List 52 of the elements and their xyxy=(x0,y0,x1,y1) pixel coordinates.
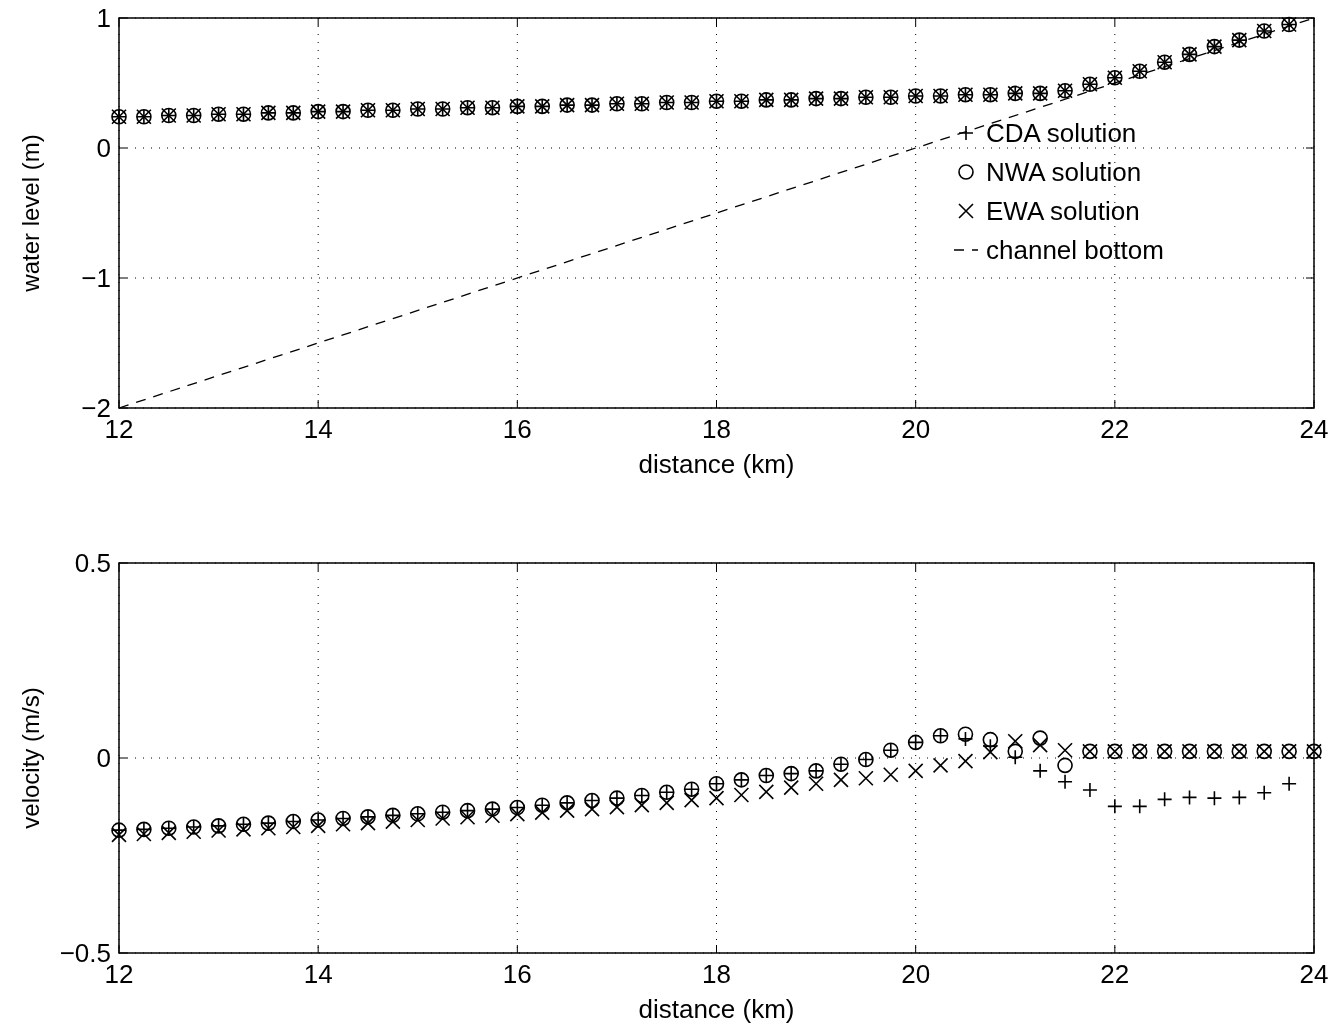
y-tick-label: 0 xyxy=(96,133,111,163)
point xyxy=(808,775,824,792)
x-tick-label: 14 xyxy=(303,414,333,444)
point xyxy=(1181,789,1198,806)
point xyxy=(185,823,202,840)
point xyxy=(783,779,799,796)
y-axis-title: water level (m) xyxy=(17,134,44,293)
point xyxy=(932,757,949,774)
x-tick-label: 22 xyxy=(1100,959,1130,989)
x-tick-label: 18 xyxy=(702,414,731,444)
point xyxy=(1206,790,1223,806)
y-tick-label: 0 xyxy=(96,743,111,773)
legend-label: NWA solution xyxy=(986,157,1142,187)
x-tick-label: 24 xyxy=(1299,959,1329,989)
point xyxy=(1231,789,1248,806)
point xyxy=(1057,742,1073,758)
legend-label: CDA solution xyxy=(986,118,1137,148)
point xyxy=(1131,798,1148,815)
x-axis-title: distance (km) xyxy=(638,994,795,1024)
x-tick-label: 14 xyxy=(303,959,333,989)
x-axis-title: distance (km) xyxy=(638,449,795,479)
x-tick-label: 22 xyxy=(1100,414,1130,444)
x-tick-label: 18 xyxy=(702,959,731,989)
point xyxy=(1107,798,1123,815)
point xyxy=(1007,743,1024,760)
point xyxy=(882,766,899,783)
x-tick-label: 20 xyxy=(901,959,931,989)
y-axis-title: velocity (m/s) xyxy=(17,687,44,829)
point xyxy=(1057,757,1073,774)
point xyxy=(957,753,974,769)
x-tick-label: 20 xyxy=(901,414,931,444)
point xyxy=(1032,737,1048,753)
x-tick-label: 24 xyxy=(1299,414,1329,444)
point xyxy=(907,763,924,779)
y-tick-label: 0.5 xyxy=(74,548,111,578)
point xyxy=(858,770,874,787)
point xyxy=(982,731,999,748)
y-tick-label: −1 xyxy=(81,263,111,293)
point xyxy=(1156,791,1173,808)
point xyxy=(1032,730,1048,746)
point xyxy=(708,790,725,806)
y-tick-label: 1 xyxy=(96,3,111,33)
point xyxy=(833,772,849,788)
x-tick-label: 16 xyxy=(502,959,532,989)
point xyxy=(758,784,775,800)
point xyxy=(733,787,750,803)
legend-label: EWA solution xyxy=(986,196,1140,226)
x-tick-label: 16 xyxy=(502,414,532,444)
legend-label: channel bottom xyxy=(986,235,1164,265)
point xyxy=(957,726,974,743)
point xyxy=(1007,733,1024,750)
point xyxy=(683,792,700,808)
